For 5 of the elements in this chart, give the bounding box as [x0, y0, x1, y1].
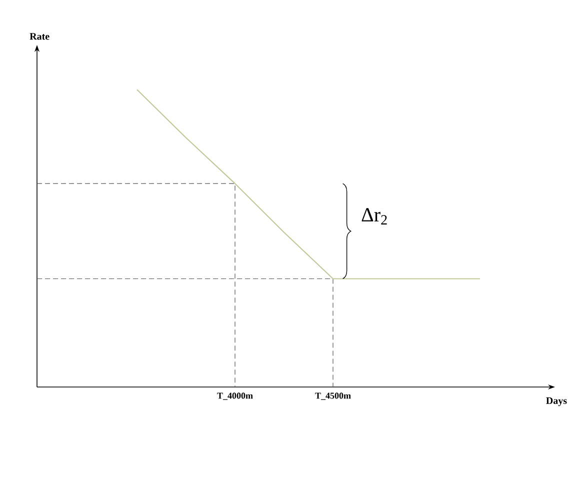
x-tick-label: T_4000m — [217, 392, 253, 400]
x-axis-title: Days — [546, 397, 567, 406]
x-tick-label: T_4500m — [315, 392, 351, 400]
text: Rate — [30, 33, 50, 40]
annotation: Δr$_{2}$ — [362, 208, 387, 224]
